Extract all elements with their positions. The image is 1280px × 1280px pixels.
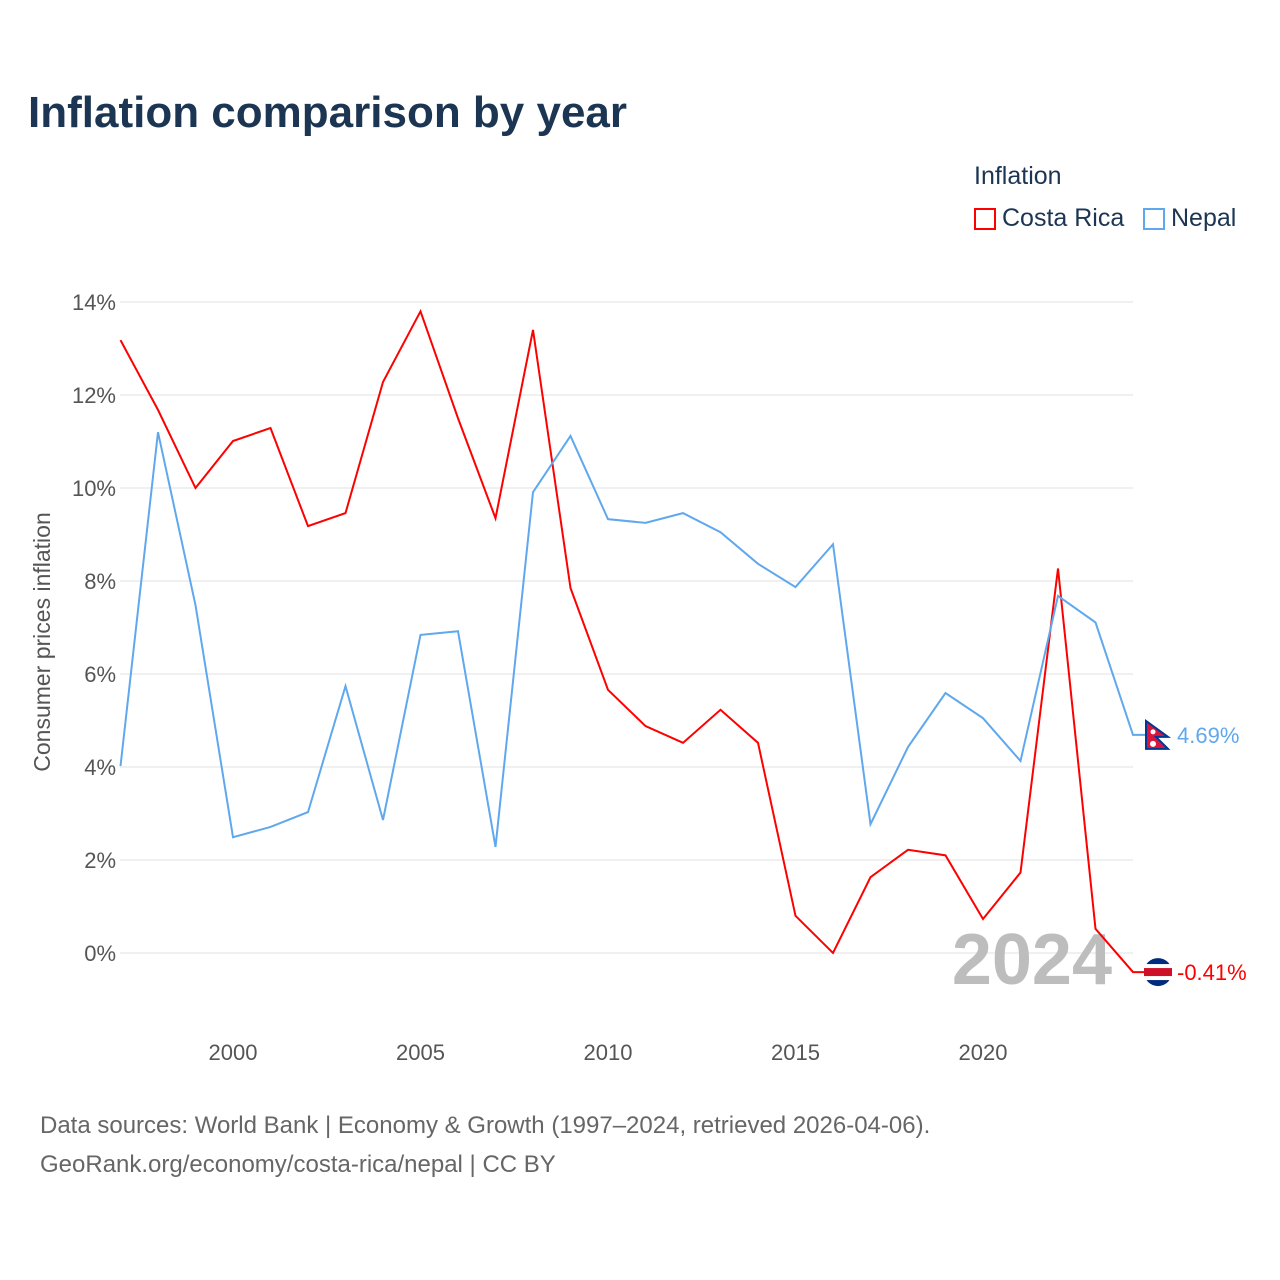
chart-title: Inflation comparison by year bbox=[28, 88, 628, 137]
legend-swatch-costa-rica bbox=[974, 207, 996, 230]
x-tick-label: 2020 bbox=[959, 1040, 1008, 1065]
end-value-label-nepal: 4.69% bbox=[1177, 723, 1239, 748]
legend-swatch-nepal bbox=[1143, 207, 1165, 230]
y-tick-label: 0% bbox=[84, 941, 116, 966]
x-tick-label: 2000 bbox=[209, 1040, 258, 1065]
y-tick-label: 8% bbox=[84, 569, 116, 594]
footer: Data sources: World Bank | Economy & Gro… bbox=[40, 1106, 930, 1184]
series-line-costa-rica bbox=[119, 308, 1145, 974]
legend-item-costa-rica[interactable]: Costa Rica bbox=[974, 204, 1124, 233]
nepal-flag-sun bbox=[1150, 740, 1156, 747]
y-tick-label: 12% bbox=[72, 383, 116, 408]
x-tick-label: 2005 bbox=[396, 1040, 445, 1065]
footer-link[interactable]: GeoRank.org/economy/costa-rica/nepal | C… bbox=[40, 1151, 556, 1178]
legend-title: Inflation bbox=[974, 162, 1062, 190]
year-watermark: 2024 bbox=[952, 920, 1112, 1000]
x-tick-label: 2010 bbox=[584, 1040, 633, 1065]
y-tick-label: 14% bbox=[72, 290, 116, 315]
y-tick-label: 2% bbox=[84, 848, 116, 873]
legend-label: Nepal bbox=[1171, 204, 1237, 232]
nepal-flag-moon bbox=[1150, 729, 1156, 735]
footer-sources: Data sources: World Bank | Economy & Gro… bbox=[40, 1112, 931, 1139]
y-tick-label: 10% bbox=[72, 476, 116, 501]
legend-item-nepal[interactable]: Nepal bbox=[1143, 204, 1236, 233]
y-tick-label: 6% bbox=[84, 662, 116, 687]
y-tick-label: 4% bbox=[84, 755, 116, 780]
costa-rica-flag-red bbox=[1144, 968, 1172, 977]
x-tick-label: 2015 bbox=[771, 1040, 820, 1065]
y-axis-label: Consumer prices inflation bbox=[29, 512, 55, 772]
series-line-nepal bbox=[119, 431, 1145, 848]
legend-label: Costa Rica bbox=[1002, 204, 1125, 232]
end-value-label-costa-rica: -0.41% bbox=[1177, 960, 1247, 985]
nepal-flag-icon bbox=[1145, 718, 1172, 750]
